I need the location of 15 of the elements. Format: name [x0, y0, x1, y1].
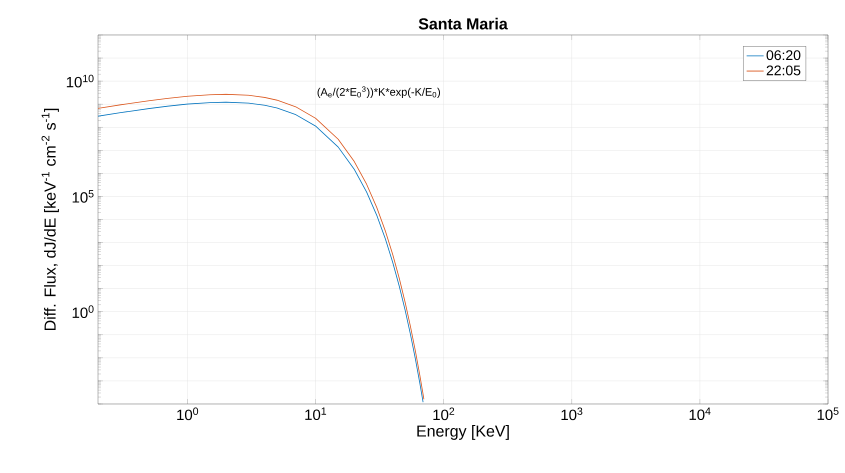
legend-label: 06:20	[766, 50, 800, 60]
x-tick-label: 10$^{1}$	[305, 408, 326, 420]
legend-label: 22:05	[766, 65, 800, 76]
y-tick-label: 10$^{5}$	[72, 190, 94, 203]
y-axis-title: Diff. Flux, dJ/dE [keV$^{-1}$ cm$^{-2}$ s$^{-1}$]	[42, 108, 59, 330]
y-tick-label: 10$^{10}$	[66, 74, 94, 88]
annotation: (A$_{e}$/(2*E$_{0}$$^{3}$))*K*exp(-K/E$_{0}$)	[318, 86, 440, 98]
x-tick-label: 10$^{3}$	[561, 408, 582, 420]
y-tick-label: 10$^{0}$	[72, 305, 94, 318]
chart-title: Santa Maria	[418, 18, 508, 30]
x-tick-label: 10$^{2}$	[433, 408, 454, 420]
x-tick-label: 10$^{5}$	[818, 408, 839, 420]
x-axis-title: Energy [KeV]	[417, 425, 509, 440]
x-tick-label: 10$^{0}$	[177, 408, 198, 420]
x-tick-label: 10$^{4}$	[690, 408, 711, 420]
